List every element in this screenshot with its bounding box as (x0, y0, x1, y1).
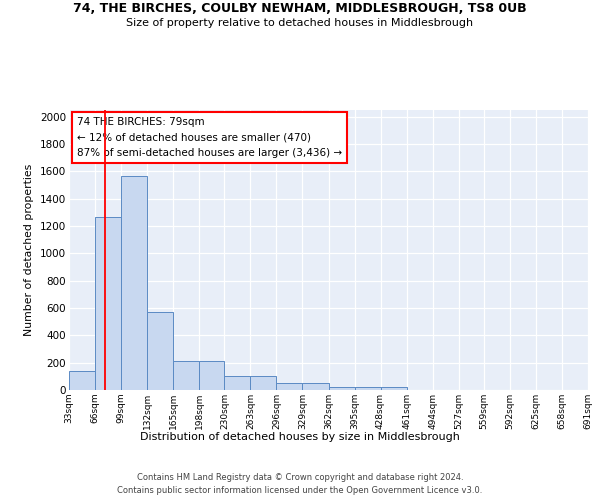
Bar (147, 312, 173, 390)
Bar (277, 383, 302, 390)
Bar (69, 371, 95, 390)
Text: Size of property relative to detached houses in Middlesbrough: Size of property relative to detached ho… (127, 18, 473, 28)
Bar (380, 386, 407, 390)
Bar (199, 360, 224, 390)
Text: Contains public sector information licensed under the Open Government Licence v3: Contains public sector information licen… (118, 486, 482, 495)
Bar (355, 386, 380, 390)
Bar (173, 360, 199, 390)
Bar (224, 376, 250, 390)
Bar (329, 386, 355, 390)
Text: Distribution of detached houses by size in Middlesbrough: Distribution of detached houses by size … (140, 432, 460, 442)
Text: 74 THE BIRCHES: 79sqm
← 12% of detached houses are smaller (470)
87% of semi-det: 74 THE BIRCHES: 79sqm ← 12% of detached … (77, 117, 342, 158)
Bar (95, 216, 121, 390)
Text: Contains HM Land Registry data © Crown copyright and database right 2024.: Contains HM Land Registry data © Crown c… (137, 472, 463, 482)
Bar (121, 176, 147, 390)
Bar (302, 383, 329, 390)
Bar (250, 376, 277, 390)
Y-axis label: Number of detached properties: Number of detached properties (25, 164, 34, 336)
Text: 74, THE BIRCHES, COULBY NEWHAM, MIDDLESBROUGH, TS8 0UB: 74, THE BIRCHES, COULBY NEWHAM, MIDDLESB… (73, 2, 527, 16)
